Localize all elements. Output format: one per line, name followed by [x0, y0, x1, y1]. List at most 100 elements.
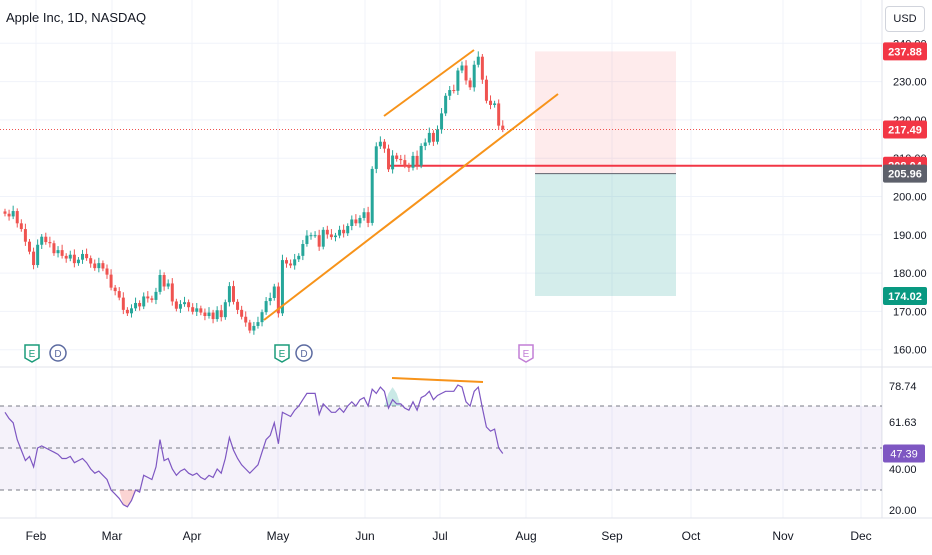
- candle-body: [313, 235, 317, 237]
- price-axis-tick-label: 160.00: [893, 345, 927, 357]
- trendline-channel-top: [383, 49, 475, 117]
- candle-body: [427, 132, 431, 143]
- price-badge-label: 237.88: [888, 46, 922, 58]
- price-badge-label: 174.02: [888, 291, 922, 303]
- candle-body: [15, 211, 19, 224]
- candle-body: [72, 254, 76, 264]
- earnings-marker-label: E: [279, 349, 286, 360]
- candle-body: [484, 79, 488, 101]
- candle-body: [280, 260, 284, 314]
- price-badge-label: 205.96: [888, 169, 922, 181]
- candle-body: [370, 168, 374, 223]
- time-axis-tick-label: Dec: [850, 529, 871, 543]
- candle-body: [244, 316, 248, 323]
- candle-body: [56, 250, 60, 254]
- candle-body: [264, 301, 268, 313]
- candle-body: [378, 141, 382, 147]
- candle-body: [3, 211, 7, 214]
- price-grid: 160.00170.00180.00190.00200.00210.00220.…: [0, 38, 927, 357]
- candle-body: [382, 141, 386, 149]
- candle-body: [289, 263, 293, 266]
- candle-body: [23, 229, 27, 242]
- dividend-marker-circle: [49, 344, 67, 362]
- candle-body: [489, 100, 493, 105]
- candle-body: [187, 302, 191, 308]
- candle-body: [19, 223, 23, 230]
- candle-body: [480, 56, 484, 80]
- candle-body: [166, 283, 170, 287]
- candle-body: [219, 310, 223, 318]
- candle-body: [431, 132, 435, 142]
- rsi-line: [4, 384, 504, 508]
- time-axis-tick-label: Jun: [355, 529, 374, 543]
- candle-body: [399, 158, 403, 161]
- candle-body: [203, 312, 207, 316]
- candle-body: [227, 286, 231, 303]
- candle-body: [448, 90, 452, 96]
- price-badge-label: 217.49: [888, 125, 922, 137]
- candle-body: [452, 90, 456, 92]
- candle-body: [309, 235, 313, 237]
- candle-body: [440, 113, 444, 130]
- time-axis-tick-label: Aug: [515, 529, 536, 543]
- time-axis-tick-label: Feb: [26, 529, 47, 543]
- candle-body: [36, 244, 40, 266]
- candle-body: [129, 308, 133, 314]
- candle-body: [444, 95, 448, 114]
- candle-body: [109, 274, 113, 288]
- earnings-marker-label: E: [523, 349, 530, 360]
- candle-body: [64, 255, 68, 259]
- trendline-support: [263, 93, 559, 321]
- price-axis-tick-label: 170.00: [893, 306, 927, 318]
- rsi-divergence-line: [391, 377, 484, 383]
- candle-body: [68, 254, 72, 259]
- candle-body: [105, 268, 109, 275]
- price-badge-last-price: [883, 120, 927, 139]
- earnings-marker: E: [518, 344, 534, 363]
- candle-body: [134, 302, 138, 309]
- candle-body: [60, 250, 64, 256]
- candle-body: [32, 251, 36, 266]
- candle-body: [40, 236, 44, 245]
- candle-body: [207, 312, 211, 316]
- candle-body: [199, 308, 203, 313]
- candle-body: [338, 229, 342, 236]
- time-axis-tick-label: Oct: [682, 529, 701, 543]
- candle-body: [501, 125, 505, 130]
- candle-body: [342, 229, 346, 234]
- candle-body: [301, 243, 305, 256]
- candle-body: [150, 298, 154, 300]
- candle-body: [93, 263, 97, 269]
- candle-body: [170, 283, 174, 302]
- candle-body: [27, 241, 31, 252]
- candle-body: [456, 70, 460, 91]
- candle-body: [89, 258, 93, 264]
- candle-body: [391, 155, 395, 170]
- dividend-marker-label: D: [300, 349, 307, 360]
- candle-body: [411, 155, 415, 168]
- candle-body: [125, 309, 129, 314]
- candle-body: [321, 229, 325, 247]
- candle-body: [419, 145, 423, 166]
- candle-body: [174, 301, 178, 309]
- candle-body: [76, 259, 80, 264]
- rsi-axis-tick-label: 20.00: [889, 505, 917, 517]
- candle-body: [362, 212, 366, 218]
- candle-body: [236, 301, 240, 310]
- candle-body: [346, 225, 350, 234]
- earnings-marker: E: [24, 344, 40, 363]
- candle-body: [423, 142, 427, 146]
- candle-body: [260, 312, 264, 323]
- price-axis-tick-label: 180.00: [893, 268, 927, 280]
- candle-body: [476, 56, 480, 65]
- candle-body: [211, 312, 215, 320]
- time-axis-tick-label: May: [267, 529, 290, 543]
- candle-body: [366, 212, 370, 223]
- candle-body: [142, 296, 146, 307]
- candle-body: [231, 286, 235, 302]
- currency-button[interactable]: USD: [885, 6, 925, 32]
- earnings-marker-shape: [274, 344, 290, 363]
- rsi-axis-tick-label: 78.74: [889, 381, 917, 393]
